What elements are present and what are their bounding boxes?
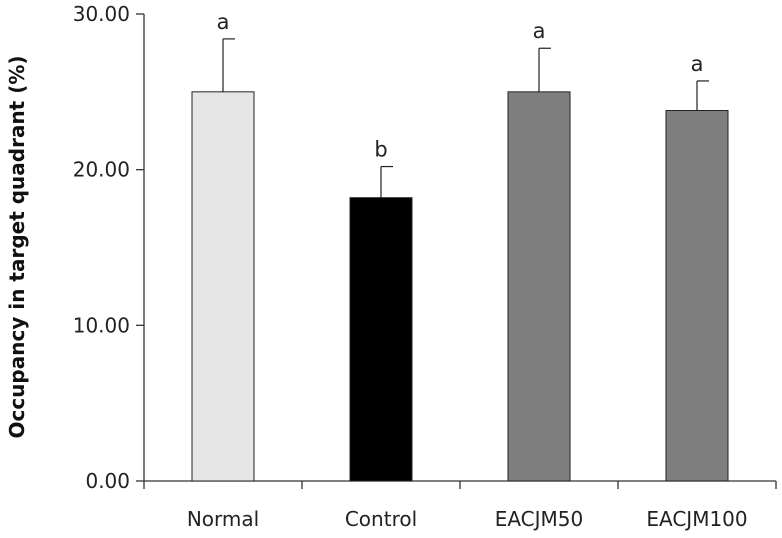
bar-control — [349, 197, 413, 482]
y-axis: 0.00 10.00 20.00 30.00 — [73, 2, 145, 493]
bar-eacjm50 — [507, 91, 571, 482]
y-tick-label: 20.00 — [73, 158, 130, 182]
significance-label: a — [217, 10, 230, 34]
y-tick-label: 30.00 — [73, 2, 130, 26]
significance-label: a — [691, 52, 704, 76]
x-tick-label: EACJM100 — [646, 507, 747, 531]
y-axis-title: Occupancy in target quadrant (%) — [5, 55, 29, 438]
y-tick-label: 0.00 — [85, 469, 130, 493]
x-tick-label: Normal — [187, 507, 259, 531]
x-tick-label: EACJM50 — [495, 507, 584, 531]
significance-label: b — [374, 138, 387, 162]
y-tick-label: 10.00 — [73, 313, 130, 337]
bar-normal — [191, 91, 255, 482]
significance-label: a — [533, 19, 546, 43]
bars: a b a a — [191, 10, 729, 482]
bar-eacjm100 — [665, 110, 729, 482]
x-axis: Normal Control EACJM50 EACJM100 — [143, 480, 777, 531]
x-tick-label: Control — [345, 507, 417, 531]
